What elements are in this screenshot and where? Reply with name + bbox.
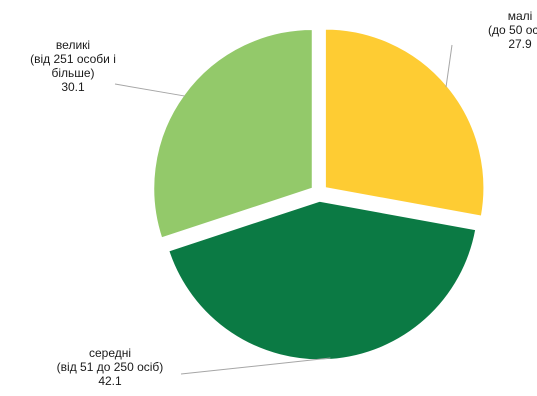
pie-slice-medium: [167, 200, 477, 361]
pie-slice-small: [324, 28, 485, 218]
data-label-text: малі: [508, 9, 533, 23]
leader-line-large: [114, 83, 186, 97]
leader-line-medium: [180, 357, 331, 375]
data-label-text: більше): [51, 66, 94, 80]
data-label-text: (до 50 осіб): [488, 23, 537, 37]
data-label-text: середні: [89, 346, 131, 360]
leader-line-small: [445, 44, 453, 88]
pie-slice-large: [152, 28, 314, 240]
data-label-large: великі (від 251 особи і більше) 30.1: [30, 38, 116, 94]
data-label-text: (від 251 особи і: [30, 52, 116, 66]
data-label-value: 42.1: [98, 374, 122, 388]
data-label-text: великі: [56, 38, 90, 52]
data-label-text: (від 51 до 250 осіб): [57, 360, 164, 374]
data-label-medium: середні (від 51 до 250 осіб) 42.1: [57, 346, 164, 388]
data-label-small: малі(до 50 осіб)27.9: [488, 9, 537, 51]
data-label-value: 27.9: [508, 37, 532, 51]
data-label-value: 30.1: [61, 80, 85, 94]
